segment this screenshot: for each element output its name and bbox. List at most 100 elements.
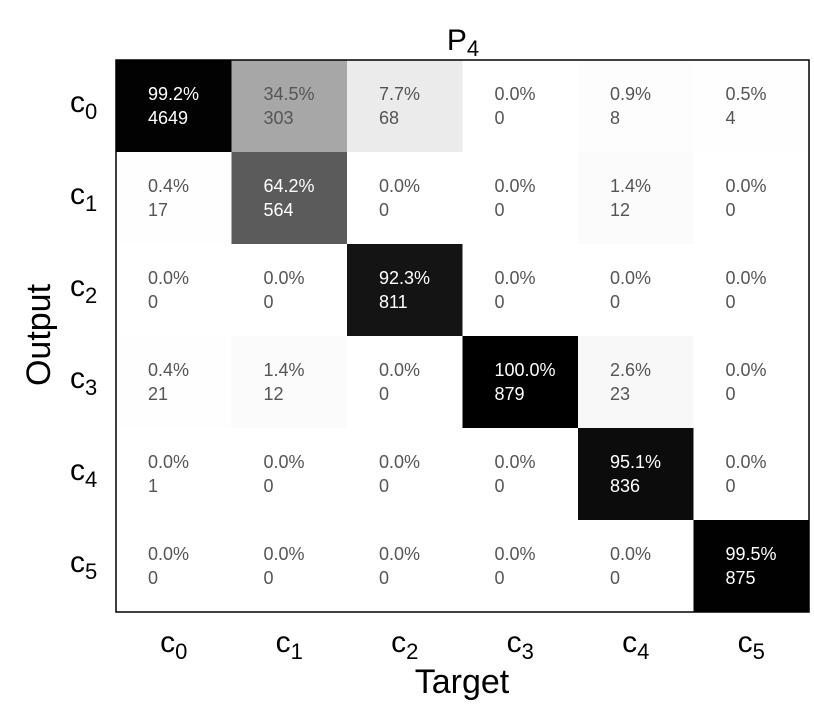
chart-title-main: P (447, 24, 467, 57)
heatmap-cell-r2-c1 (231, 244, 347, 336)
col-label-2: c2 (391, 626, 418, 664)
cells-layer (116, 60, 809, 612)
heatmap-cell-r2-c3 (462, 244, 578, 336)
heatmap-cell-r1-c5 (693, 152, 809, 244)
cell-percent-r4-c0: 0.0% (148, 452, 189, 472)
cell-count-r4-c5: 0 (726, 476, 736, 496)
col-label-4: c4 (622, 626, 649, 664)
cell-count-r5-c2: 0 (379, 568, 389, 588)
heatmap-cell-r3-c0 (116, 336, 232, 428)
cell-count-r2-c5: 0 (726, 292, 736, 312)
cell-percent-r5-c2: 0.0% (379, 544, 420, 564)
heatmap-cell-r0-c4 (578, 60, 694, 152)
cell-count-r1-c1: 564 (264, 200, 294, 220)
cell-count-r3-c5: 0 (726, 384, 736, 404)
cell-percent-r1-c4: 1.4% (610, 176, 651, 196)
cell-percent-r0-c4: 0.9% (610, 84, 651, 104)
cell-percent-r2-c4: 0.0% (610, 268, 651, 288)
cell-count-r4-c1: 0 (264, 476, 274, 496)
cell-count-r4-c0: 1 (148, 476, 158, 496)
col-label-3: c3 (507, 626, 534, 664)
cell-percent-r3-c4: 2.6% (610, 360, 651, 380)
heatmap-cell-r2-c4 (578, 244, 694, 336)
heatmap-cell-r4-c2 (347, 428, 463, 520)
cell-count-r0-c0: 4649 (148, 108, 188, 128)
heatmap-cell-r0-c1 (231, 60, 347, 152)
heatmap-cell-r4-c0 (116, 428, 232, 520)
y-axis-label: Output (20, 283, 58, 386)
heatmap-cell-r5-c3 (462, 520, 578, 612)
heatmap-cell-r5-c0 (116, 520, 232, 612)
x-axis-label: Target (415, 663, 510, 701)
cell-count-r4-c2: 0 (379, 476, 389, 496)
heatmap-cell-r5-c1 (231, 520, 347, 612)
heatmap-cell-r5-c2 (347, 520, 463, 612)
heatmap-cell-r1-c1 (231, 152, 347, 244)
row-label-2: c2 (70, 270, 97, 308)
cell-percent-r5-c0: 0.0% (148, 544, 189, 564)
cell-percent-r3-c2: 0.0% (379, 360, 420, 380)
row-label-5: c5 (70, 546, 97, 584)
cell-count-r5-c4: 0 (610, 568, 620, 588)
heatmap-cell-r2-c5 (693, 244, 809, 336)
cell-count-r2-c4: 0 (610, 292, 620, 312)
cell-percent-r4-c1: 0.0% (264, 452, 305, 472)
cell-count-r5-c3: 0 (495, 568, 505, 588)
cell-count-r1-c0: 17 (148, 200, 168, 220)
heatmap-cell-r2-c0 (116, 244, 232, 336)
cell-percent-r3-c5: 0.0% (726, 360, 767, 380)
cell-count-r3-c2: 0 (379, 384, 389, 404)
cell-percent-r1-c2: 0.0% (379, 176, 420, 196)
cell-percent-r0-c2: 7.7% (379, 84, 420, 104)
cell-percent-r1-c0: 0.4% (148, 176, 189, 196)
cell-count-r2-c1: 0 (264, 292, 274, 312)
cell-percent-r4-c4: 95.1% (610, 452, 661, 472)
heatmap-cell-r3-c4 (578, 336, 694, 428)
cell-count-r3-c1: 12 (264, 384, 284, 404)
heatmap-cell-r3-c5 (693, 336, 809, 428)
heatmap-cell-r0-c3 (462, 60, 578, 152)
heatmap-cell-r1-c0 (116, 152, 232, 244)
cell-percent-r5-c4: 0.0% (610, 544, 651, 564)
col-label-5: c5 (738, 626, 765, 664)
chart-title-subscript: 4 (467, 36, 479, 61)
cell-count-r0-c1: 303 (264, 108, 294, 128)
heatmap-cell-r1-c2 (347, 152, 463, 244)
cell-percent-r2-c2: 92.3% (379, 268, 430, 288)
cell-percent-r0-c3: 0.0% (495, 84, 536, 104)
cell-count-r3-c0: 21 (148, 384, 168, 404)
cell-count-r0-c5: 4 (726, 108, 736, 128)
cell-percent-r1-c5: 0.0% (726, 176, 767, 196)
cell-count-r1-c3: 0 (495, 200, 505, 220)
cell-count-r5-c5: 875 (726, 568, 756, 588)
heatmap-cell-r1-c4 (578, 152, 694, 244)
cell-count-r1-c5: 0 (726, 200, 736, 220)
cell-count-r5-c1: 0 (264, 568, 274, 588)
row-label-0: c0 (70, 86, 97, 124)
cell-count-r4-c4: 836 (610, 476, 640, 496)
col-label-1: c1 (276, 626, 303, 664)
heatmap-cell-r3-c2 (347, 336, 463, 428)
cell-percent-r2-c3: 0.0% (495, 268, 536, 288)
heatmap-cell-r4-c1 (231, 428, 347, 520)
heatmap-cell-r1-c3 (462, 152, 578, 244)
cell-percent-r2-c0: 0.0% (148, 268, 189, 288)
cell-percent-r5-c5: 99.5% (726, 544, 777, 564)
plot-border (115, 59, 810, 613)
labels-layer: 99.2% 4649 34.5% 303 7.7% 68 0.0% 0 0.9% 8 0.5% 4 0.… (70, 84, 777, 664)
cell-count-r2-c3: 0 (495, 292, 505, 312)
heatmap-cell-r5-c5 (693, 520, 809, 612)
cell-percent-r0-c1: 34.5% (264, 84, 315, 104)
cell-count-r2-c2: 811 (379, 292, 408, 312)
heatmap-cell-r4-c3 (462, 428, 578, 520)
cell-percent-r5-c3: 0.0% (495, 544, 536, 564)
cell-percent-r1-c1: 64.2% (264, 176, 315, 196)
heatmap-cell-r0-c2 (347, 60, 463, 152)
cell-count-r4-c3: 0 (495, 476, 505, 496)
cell-count-r5-c0: 0 (148, 568, 158, 588)
col-label-0: c0 (160, 626, 187, 664)
heatmap-cell-r5-c4 (578, 520, 694, 612)
cell-percent-r0-c0: 99.2% (148, 84, 199, 104)
cell-count-r3-c3: 879 (495, 384, 525, 404)
